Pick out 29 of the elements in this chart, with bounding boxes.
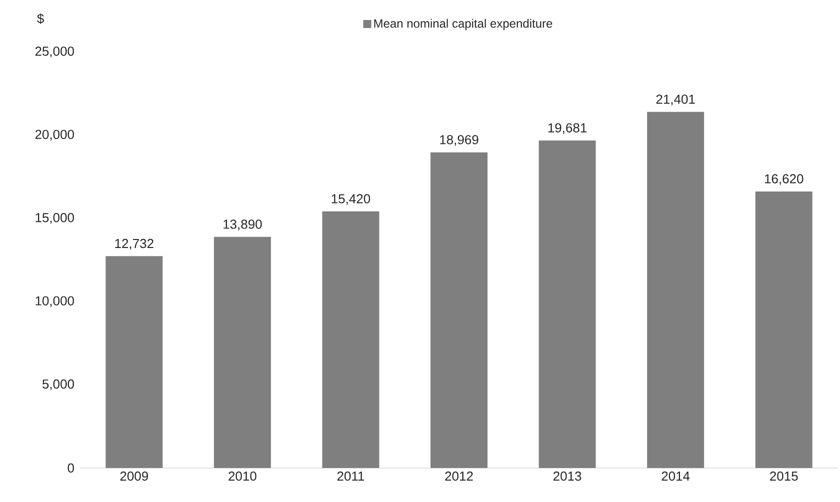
y-axis-title: $ — [37, 13, 44, 24]
x-tick-label: 2009 — [120, 472, 148, 481]
y-tick-label: 0 — [68, 463, 74, 473]
y-tick-label: 10,000 — [36, 296, 74, 307]
bar — [214, 236, 271, 468]
legend-label: Mean nominal capital expenditure — [374, 18, 552, 30]
bar — [755, 191, 812, 468]
data-label: 19,681 — [548, 123, 587, 134]
bar — [538, 140, 596, 468]
x-tick-label: 2011 — [337, 472, 364, 481]
data-label: 16,620 — [764, 174, 804, 185]
data-label: 13,890 — [224, 220, 262, 230]
data-label: 12,732 — [115, 238, 154, 250]
data-label: 15,420 — [332, 194, 370, 205]
x-tick-label: 2010 — [228, 472, 256, 481]
x-tick-label: 2015 — [770, 472, 798, 481]
x-tick-label: 2012 — [445, 472, 473, 481]
y-tick-label: 5,000 — [42, 379, 74, 390]
bar — [647, 112, 704, 468]
bar — [430, 152, 488, 468]
data-label: 18,969 — [440, 135, 478, 146]
y-tick-label: 25,000 — [35, 46, 74, 58]
data-label: 21,401 — [656, 94, 695, 106]
x-tick-label: 2014 — [662, 472, 690, 481]
y-tick-label: 20,000 — [35, 130, 74, 141]
bar — [106, 256, 163, 468]
x-tick-label: 2013 — [553, 472, 582, 481]
bar — [322, 211, 380, 468]
y-tick-label: 15,000 — [36, 213, 74, 224]
